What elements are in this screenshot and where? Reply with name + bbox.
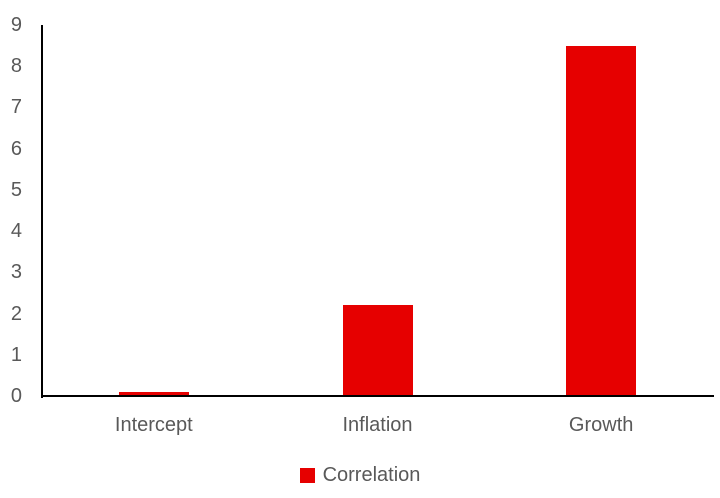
y-axis-tick-label: 4: [10, 220, 22, 243]
x-axis-category-label: Intercept: [114, 414, 193, 436]
y-axis-tick-label: 3: [10, 261, 22, 284]
y-axis-tick-label: 5: [10, 178, 22, 201]
bar-inflation: [342, 305, 413, 396]
legend: Correlation: [0, 464, 720, 486]
y-axis-tick-label: 1: [10, 343, 22, 366]
bar-growth: [566, 45, 637, 396]
y-axis-tick-label: 8: [10, 55, 22, 78]
y-axis-tick-label: 7: [10, 96, 22, 119]
x-axis-category-label: Growth: [568, 414, 634, 436]
plot-area: [42, 25, 713, 396]
y-axis-line: [41, 25, 43, 398]
y-axis-tick-label: 0: [10, 385, 22, 407]
x-axis-line: [41, 395, 714, 397]
x-axis-category-label: Inflation: [342, 414, 413, 436]
y-axis-tick-label: 2: [10, 302, 22, 325]
y-axis-tick-label: 6: [10, 137, 22, 160]
bar-intercept: [118, 391, 189, 396]
legend-series-label: Correlation: [322, 464, 421, 486]
y-axis-tick-label: 9: [10, 14, 22, 36]
legend-color-swatch: [299, 467, 315, 483]
